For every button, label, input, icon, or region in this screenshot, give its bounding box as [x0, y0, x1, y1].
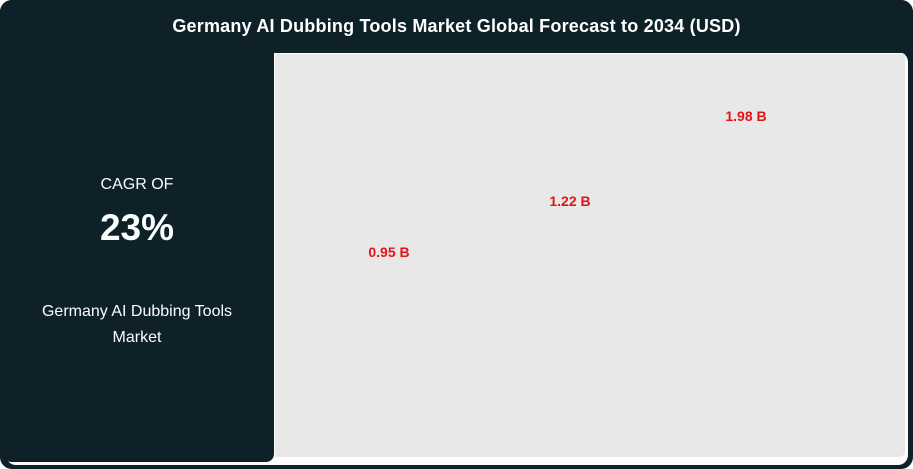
- header: Germany AI Dubbing Tools Market Global F…: [0, 0, 913, 53]
- page-title: Germany AI Dubbing Tools Market Global F…: [172, 16, 741, 36]
- data-label-value-3: 1.98 B: [725, 108, 767, 124]
- data-label-value-2: 1.22 B: [549, 193, 591, 209]
- market-name: Germany AI Dubbing Tools Market: [41, 303, 233, 346]
- data-label-value-1: 0.95 B: [368, 244, 410, 260]
- sidebar: CAGR OF 23% Germany AI Dubbing Tools Mar…: [0, 0, 274, 462]
- cagr-value: 23%: [99, 207, 175, 248]
- cagr-label: CAGR OF: [100, 176, 174, 193]
- chart-plot-area: 0.95 B 1.22 B 1.98 B: [275, 54, 905, 457]
